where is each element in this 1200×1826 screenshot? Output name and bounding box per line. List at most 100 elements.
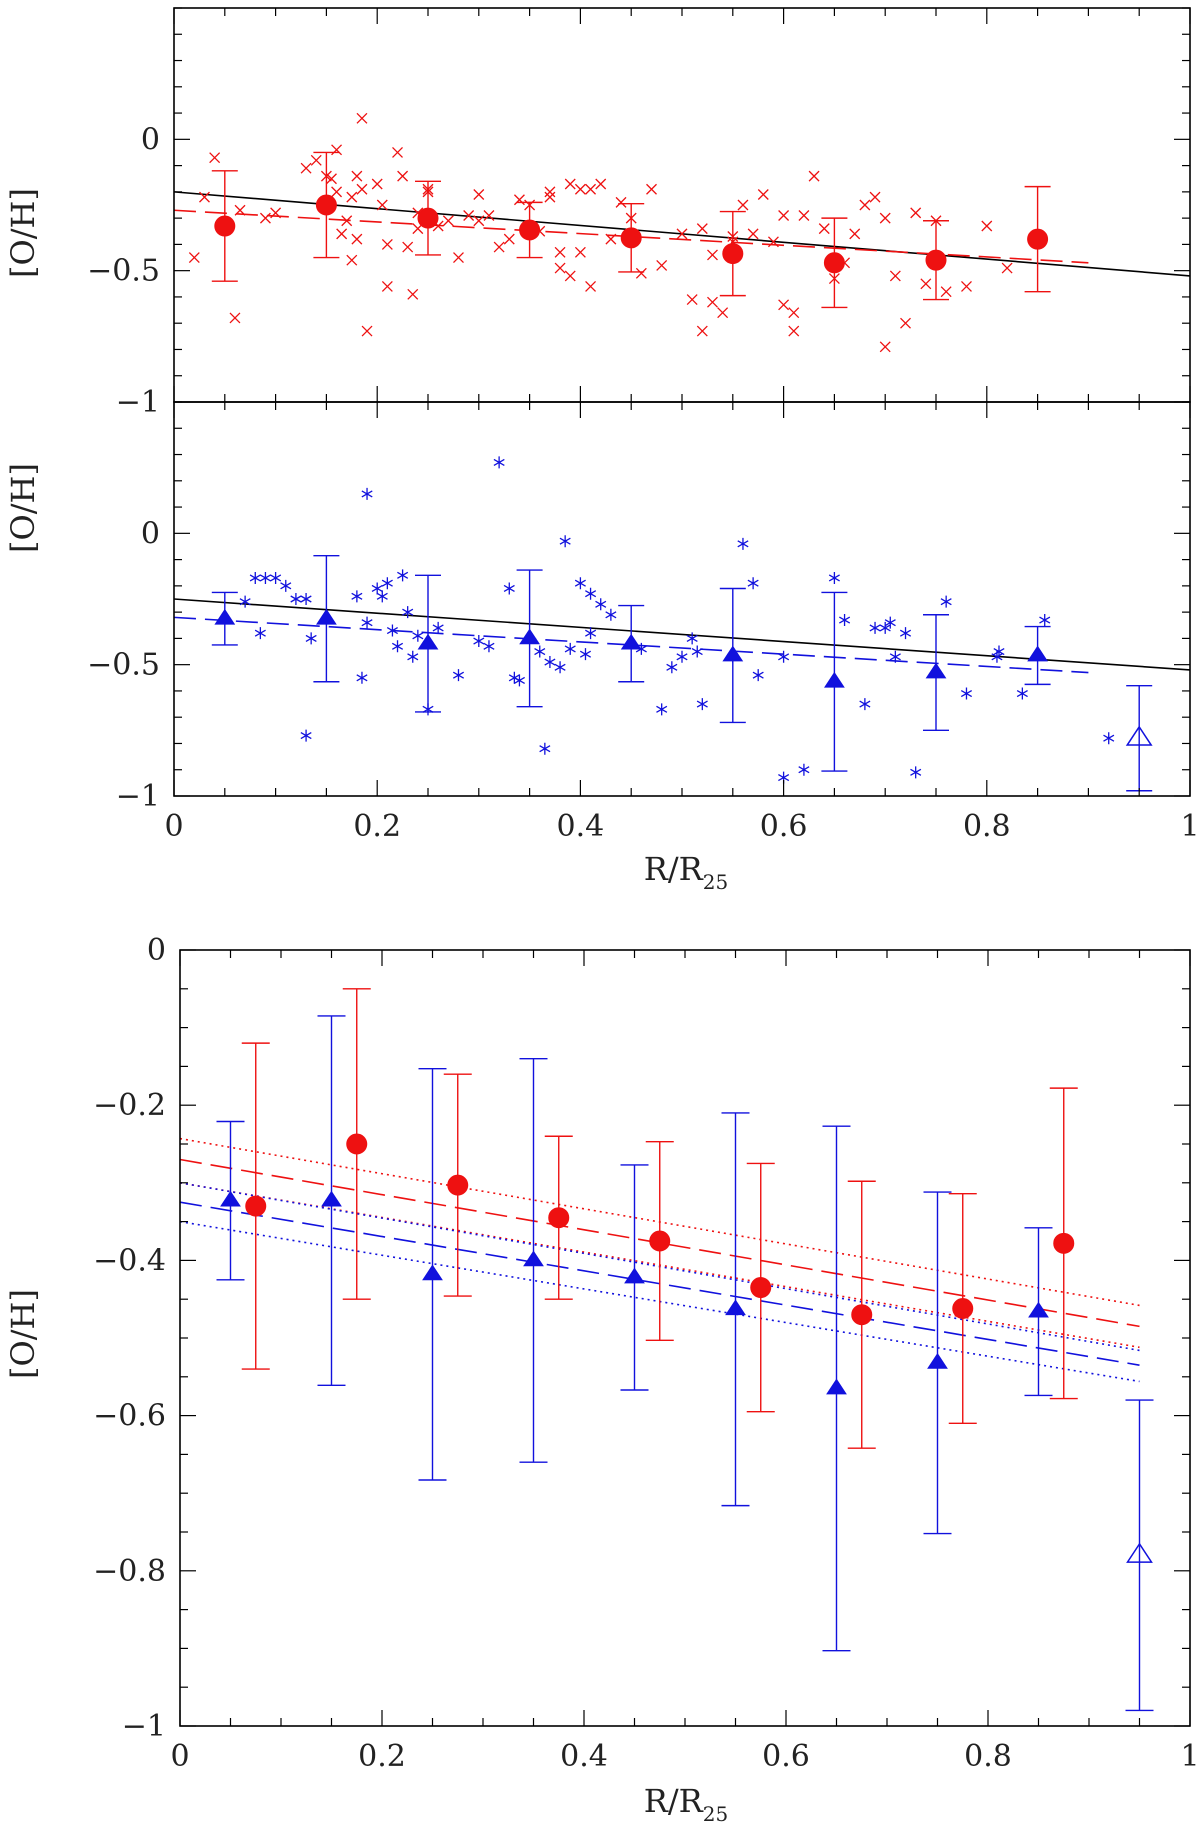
y-tick-label: −0.4 — [93, 1243, 166, 1278]
data-point-cross — [859, 199, 871, 211]
binned-point-circle — [649, 1230, 671, 1252]
binned-point-triangle — [826, 1378, 847, 1395]
middle-panel-blue: −1 −0.5 0 0 0.2 0.4 0.6 0.8 1 — [87, 401, 1200, 844]
binned-point-circle — [519, 219, 541, 241]
data-point-cross — [717, 307, 729, 319]
binned-point-triangle — [927, 1352, 948, 1369]
data-point-cross — [635, 267, 647, 279]
data-point-cross — [920, 278, 932, 290]
data-point-asterisk — [249, 571, 261, 584]
data-point-cross — [234, 204, 246, 216]
binned-point-circle — [823, 252, 845, 274]
binned-point-triangle — [620, 633, 642, 650]
data-point-cross — [356, 112, 368, 124]
binned-point-circle — [620, 227, 642, 249]
data-point-asterisk — [940, 595, 952, 608]
data-point-cross — [188, 252, 200, 263]
data-point-cross — [767, 236, 779, 248]
binned-point-circle — [925, 249, 947, 271]
data-point-asterisk — [351, 590, 363, 603]
data-point-cross — [910, 207, 922, 219]
data-point-cross — [564, 178, 576, 190]
binned-point-triangle — [321, 1190, 342, 1207]
y-tick-label: 0 — [141, 122, 160, 157]
data-point-asterisk — [290, 593, 302, 605]
x-tick-label: 1 — [1180, 809, 1199, 844]
binned-point-circle — [447, 1174, 469, 1196]
data-point-cross — [326, 173, 337, 185]
data-point-asterisk — [361, 616, 373, 629]
data-point-asterisk — [391, 640, 404, 653]
data-point-cross — [270, 207, 282, 219]
data-point-cross — [346, 191, 358, 203]
data-point-asterisk — [585, 627, 597, 640]
data-point-cross — [442, 215, 454, 227]
data-point-cross — [554, 262, 566, 274]
y-tick-label: −0.5 — [87, 254, 160, 289]
fit-line-black-solid — [173, 598, 1191, 671]
x-tick-label: 0.6 — [760, 809, 808, 844]
binned-point-circle — [315, 194, 337, 216]
y-tick-label: 0 — [141, 516, 160, 551]
data-point-cross — [788, 307, 800, 319]
data-point-asterisk — [889, 650, 901, 663]
binned-point-triangle — [722, 645, 744, 662]
data-point-asterisk — [305, 632, 317, 645]
data-point-asterisk — [579, 648, 592, 661]
binned-point-triangle — [417, 633, 439, 650]
data-point-cross — [407, 288, 419, 300]
data-point-cross — [473, 189, 485, 200]
data-point-cross — [889, 270, 901, 282]
middle-xlabel-subscript: 25 — [703, 870, 728, 894]
data-point-asterisk — [1103, 732, 1115, 745]
data-point-cross — [707, 296, 718, 308]
data-point-asterisk — [539, 742, 551, 755]
data-point-cross — [879, 341, 891, 353]
data-point-asterisk — [559, 535, 571, 548]
x-tick-label: 0.8 — [964, 1739, 1012, 1774]
data-point-cross — [341, 215, 353, 227]
data-point-cross — [696, 223, 708, 235]
data-point-cross — [493, 241, 505, 253]
bottom-xlabel: R/R25 — [644, 1782, 728, 1826]
data-point-cross — [371, 178, 383, 190]
x-tick-label: 0.2 — [353, 809, 401, 844]
data-point-asterisk — [752, 669, 764, 682]
data-point-asterisk — [993, 645, 1005, 658]
data-point-asterisk — [828, 571, 840, 584]
binned-point-triangle — [519, 628, 540, 645]
binned-point-triangle — [220, 1190, 241, 1207]
middle-ylabel: [O/H] — [4, 463, 42, 553]
data-point-asterisk — [493, 456, 505, 469]
data-point-asterisk — [747, 577, 759, 590]
data-point-asterisk — [778, 650, 790, 663]
data-point-cross — [381, 238, 393, 250]
data-point-cross — [707, 249, 718, 261]
bottom-ylabel: [O/H] — [4, 1289, 42, 1379]
binned-point-open-triangle — [1126, 1542, 1153, 1563]
binned-point-triangle — [824, 671, 845, 688]
data-point-cross — [513, 194, 525, 206]
data-point-asterisk — [899, 627, 912, 640]
data-point-cross — [585, 183, 597, 195]
error-bar — [1126, 684, 1153, 792]
data-point-asterisk — [554, 661, 566, 674]
middle-xlabel-main: R/R — [644, 850, 704, 888]
data-point-cross — [351, 233, 363, 245]
data-point-cross — [453, 252, 464, 263]
binned-point-triangle — [214, 608, 236, 625]
data-point-asterisk — [605, 608, 617, 621]
x-tick-label: 0.4 — [557, 809, 605, 844]
data-point-cross — [574, 246, 586, 258]
data-point-asterisk — [884, 616, 896, 629]
data-point-cross — [381, 280, 393, 292]
data-point-asterisk — [483, 640, 495, 653]
binned-point-triangle — [316, 608, 337, 625]
data-point-asterisk — [407, 650, 419, 663]
y-tick-label: −1 — [116, 385, 160, 420]
data-point-asterisk — [280, 579, 292, 592]
data-point-cross — [310, 154, 322, 166]
data-point-cross — [869, 191, 881, 203]
bottom-xlabel-subscript: 25 — [703, 1802, 728, 1826]
data-point-asterisk — [564, 642, 576, 655]
